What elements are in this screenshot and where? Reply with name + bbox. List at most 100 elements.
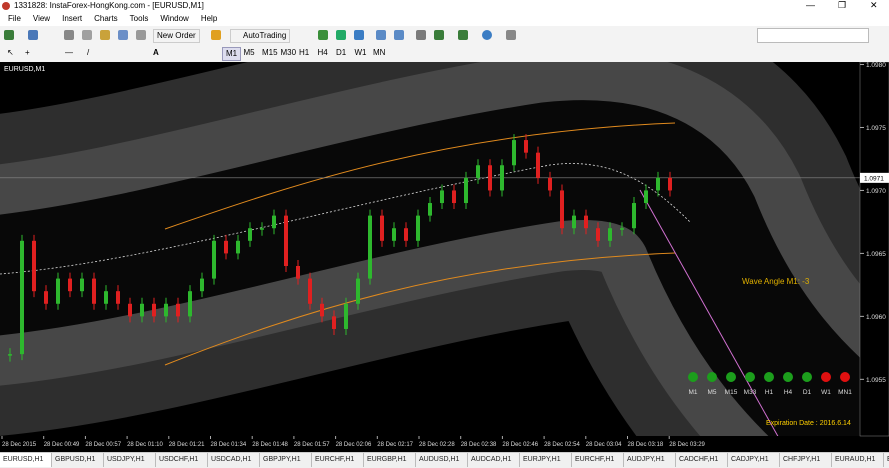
candle: [320, 303, 324, 317]
chart-tab[interactable]: EURZAR,H1: [884, 453, 889, 467]
line-chart-icon[interactable]: [354, 30, 364, 40]
chart-tab[interactable]: CHFJPY,H1: [780, 453, 832, 467]
market-watch-icon[interactable]: [64, 30, 74, 40]
candle: [188, 291, 192, 317]
chart-tab[interactable]: GBPJPY,H1: [260, 453, 312, 467]
menu-item[interactable]: Insert: [62, 14, 83, 23]
close-button[interactable]: ✕: [870, 0, 878, 10]
candle: [464, 177, 468, 204]
candle: [572, 215, 576, 229]
chart-tab[interactable]: EURUSD,H1: [0, 453, 52, 467]
indicators-icon[interactable]: [458, 30, 468, 40]
chart-tab[interactable]: AUDCAD,H1: [468, 453, 520, 467]
navigator-icon[interactable]: [100, 30, 110, 40]
period-button[interactable]: M5: [243, 48, 255, 57]
chart-tab[interactable]: USDCHF,H1: [156, 453, 208, 467]
candle: [500, 165, 504, 191]
candle: [488, 165, 492, 191]
channel-bands: [0, 62, 860, 436]
candle: [476, 165, 480, 178]
minimize-button[interactable]: —: [806, 0, 815, 10]
upper-trend: [164, 122, 676, 230]
chart-tab[interactable]: EURAUD,H1: [832, 453, 884, 467]
metaeditor-icon[interactable]: [211, 30, 221, 40]
candle: [368, 215, 372, 279]
x-tick-label: 28 Dec 02:46: [502, 442, 538, 448]
candle-icon[interactable]: [336, 30, 346, 40]
window-title: 1331828: InstaForex-HongKong.com - [EURU…: [14, 1, 204, 10]
period-button[interactable]: M15: [262, 48, 278, 57]
signal-dot: [707, 372, 717, 382]
chart-tab[interactable]: CADCHF,H1: [676, 453, 728, 467]
terminal-icon[interactable]: [118, 30, 128, 40]
chart-tab[interactable]: AUDUSD,H1: [416, 453, 468, 467]
bar-chart-icon[interactable]: [318, 30, 328, 40]
toolbar-tools: ↖ + — / A M1 M5 M15 M30 H1 H4 D1 W1 MN: [0, 44, 889, 63]
zoom-in-icon[interactable]: [376, 30, 386, 40]
period-button[interactable]: MN: [373, 48, 386, 57]
x-tick-label: 28 Dec 03:04: [586, 442, 622, 448]
templates-icon[interactable]: [506, 30, 516, 40]
y-tick-label: 1.0960: [866, 314, 886, 321]
hline-tool[interactable]: —: [65, 48, 73, 57]
candle: [212, 240, 216, 279]
tester-icon[interactable]: [136, 30, 146, 40]
tile-icon[interactable]: [416, 30, 426, 40]
candle: [236, 240, 240, 254]
signal-dot: [688, 372, 698, 382]
candle: [416, 215, 420, 241]
menu-item[interactable]: View: [32, 14, 51, 23]
chart-tab[interactable]: AUDJPY,H1: [624, 453, 676, 467]
x-tick-label: 28 Dec 02:06: [336, 442, 372, 448]
trendline-tool[interactable]: /: [87, 48, 90, 57]
period-button[interactable]: W1: [354, 48, 367, 57]
candle: [392, 228, 396, 241]
maximize-button[interactable]: ❐: [838, 0, 847, 10]
data-window-icon[interactable]: [82, 30, 92, 40]
period-button[interactable]: M1: [222, 47, 242, 61]
chart-tab[interactable]: CADJPY,H1: [728, 453, 780, 467]
x-tick-label: 28 Dec 02:54: [544, 442, 580, 448]
autotrading-button[interactable]: AutoTrading: [230, 29, 291, 43]
periods-icon[interactable]: [482, 30, 492, 40]
cursor-tool[interactable]: ↖: [7, 48, 14, 57]
menu-item[interactable]: Help: [200, 14, 218, 23]
projection-line: [639, 189, 779, 436]
chart-tab[interactable]: EURGBP,H1: [364, 453, 416, 467]
chart-tab[interactable]: USDCAD,H1: [208, 453, 260, 467]
chart-tab[interactable]: EURCHF,H1: [312, 453, 364, 467]
menu-item[interactable]: Tools: [129, 14, 149, 23]
new-chart-icon[interactable]: [4, 30, 14, 40]
chart-tab[interactable]: GBPUSD,H1: [52, 453, 104, 467]
candle: [356, 278, 360, 304]
candle: [224, 240, 228, 254]
period-button[interactable]: H1: [299, 48, 310, 57]
price-axis: [859, 62, 889, 437]
period-button[interactable]: H4: [317, 48, 328, 57]
candle: [308, 278, 312, 304]
profiles-icon[interactable]: [28, 30, 38, 40]
menu-item[interactable]: Charts: [94, 14, 118, 23]
signal-dot: [764, 372, 774, 382]
period-button[interactable]: M30: [280, 48, 297, 57]
search-box[interactable]: [757, 28, 869, 43]
signal-label: M5: [707, 389, 716, 396]
candle: [584, 215, 588, 229]
x-tick-label: 28 Dec 03:29: [669, 442, 705, 448]
menu-item[interactable]: Window: [160, 14, 189, 23]
text-tool[interactable]: A: [153, 48, 159, 57]
candle: [80, 278, 84, 292]
candle: [632, 203, 636, 229]
chart-tab[interactable]: EURJPY,H1: [520, 453, 572, 467]
chart-label: EURUSD,M1: [4, 66, 45, 73]
period-button[interactable]: D1: [336, 48, 347, 57]
candle: [260, 228, 264, 230]
autoscroll-icon[interactable]: [434, 30, 444, 40]
chart-tab[interactable]: EURCHF,H1: [572, 453, 624, 467]
crosshair-tool[interactable]: +: [25, 48, 30, 57]
zoom-out-icon[interactable]: [394, 30, 404, 40]
chart-tab[interactable]: USDJPY,H1: [104, 453, 156, 467]
menu-item[interactable]: File: [8, 14, 21, 23]
new-order-button[interactable]: New Order: [153, 29, 200, 43]
candle: [116, 291, 120, 304]
